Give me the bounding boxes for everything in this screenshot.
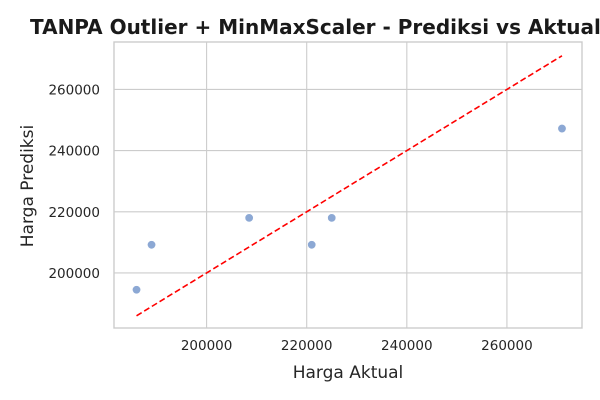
y-tick-labels: 200000 220000 240000 260000 bbox=[48, 82, 100, 282]
x-tick-label: 240000 bbox=[381, 338, 433, 354]
data-point bbox=[147, 240, 157, 250]
plot-frame bbox=[113, 41, 583, 329]
x-tick-label: 200000 bbox=[181, 338, 233, 354]
y-tick-label: 220000 bbox=[48, 205, 100, 221]
x-tick-label: 220000 bbox=[281, 338, 333, 354]
x-tick-label: 260000 bbox=[481, 338, 533, 354]
data-points bbox=[132, 124, 567, 295]
y-tick-label: 240000 bbox=[48, 144, 100, 160]
data-point bbox=[244, 213, 254, 223]
reference-line-layer bbox=[136, 55, 563, 317]
y-tick-label: 260000 bbox=[48, 82, 100, 98]
reference-line bbox=[136, 55, 563, 317]
grid bbox=[114, 42, 582, 328]
y-tick-label: 200000 bbox=[48, 266, 100, 282]
data-point bbox=[327, 213, 337, 223]
data-point bbox=[557, 124, 567, 134]
x-tick-labels: 200000 220000 240000 260000 bbox=[181, 338, 533, 354]
y-axis-label: Harga Prediksi bbox=[18, 125, 38, 247]
chart-title: TANPA Outlier + MinMaxScaler - Prediksi … bbox=[30, 15, 600, 39]
x-axis-label: Harga Aktual bbox=[293, 363, 404, 383]
data-point bbox=[307, 240, 317, 250]
data-point bbox=[132, 285, 142, 295]
